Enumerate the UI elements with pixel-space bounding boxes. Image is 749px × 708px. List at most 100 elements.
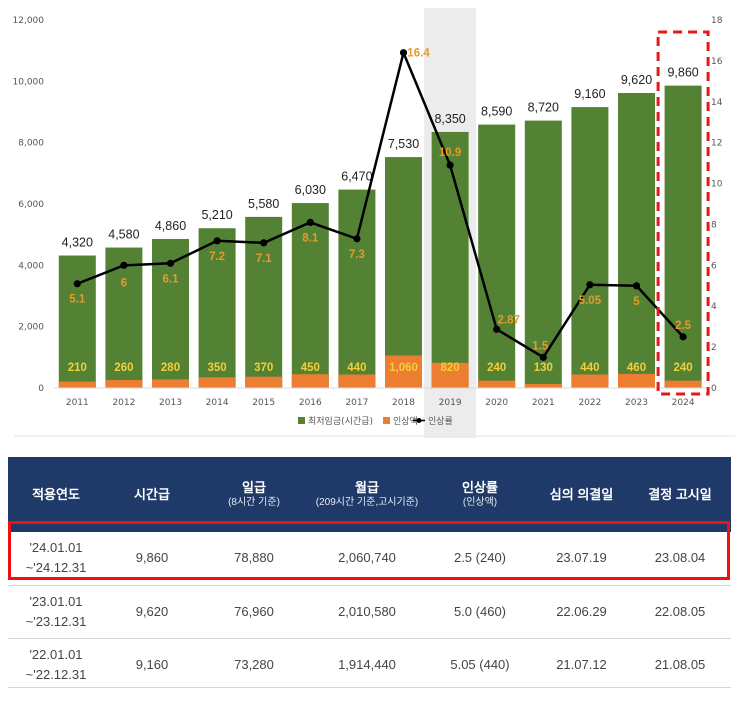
bar-wage: [338, 189, 376, 388]
x-tick-label: 2016: [299, 398, 322, 408]
rate-point: [446, 161, 454, 169]
rate-data-label: 6: [121, 277, 127, 289]
cell-announced: 22.08.05: [654, 603, 706, 619]
rate-point: [679, 333, 687, 341]
wage-data-label: 5,210: [201, 208, 232, 222]
rate-data-label: 7.3: [349, 249, 365, 261]
increase-data-label: 370: [254, 362, 273, 374]
bar-increase: [105, 380, 143, 388]
rate-point: [213, 237, 221, 245]
wage-data-label: 8,350: [434, 112, 465, 126]
wage-data-label: 4,320: [62, 236, 93, 250]
cell-monthly: 2,010,580: [338, 603, 396, 619]
x-tick-label: 2024: [672, 398, 695, 408]
table-row: '23.01.01 ~'23.12.31 9,620 76,960 2,010,5…: [8, 585, 731, 638]
y-right-tick-label: 2: [711, 343, 717, 353]
y-right-tick-label: 18: [711, 16, 723, 26]
y-left-tick-label: 10,000: [13, 77, 45, 87]
wage-data-label: 5,580: [248, 197, 279, 211]
bar-increase: [571, 374, 609, 388]
cell-period: '24.01.01 ~'24.12.31: [25, 540, 87, 576]
wage-data-label: 8,720: [528, 101, 559, 115]
cell-rate: 5.05 (440): [450, 656, 510, 672]
bar-increase: [245, 376, 283, 388]
cell-daily: 73,280: [234, 656, 274, 672]
x-tick-label: 2020: [485, 398, 508, 408]
bar-increase: [58, 381, 96, 388]
rate-line: [76, 48, 685, 360]
wage-data-label: 9,620: [621, 73, 652, 87]
bar-increase: [524, 384, 562, 388]
bar-wage: [198, 228, 236, 388]
cell-monthly: 2,060,740: [338, 550, 396, 566]
wage-data-label: 4,860: [155, 219, 186, 233]
rate-data-label: 7.2: [209, 251, 225, 263]
wage-data-label: 9,860: [667, 66, 698, 80]
y-left-tick-label: 0: [38, 384, 44, 394]
cell-period: '22.01.01 ~'22.12.31: [25, 646, 87, 682]
wage-data-label: 8,590: [481, 105, 512, 119]
bar-increase: [152, 379, 189, 388]
highlight-2024-box: [656, 30, 710, 396]
rate-point: [632, 282, 641, 290]
x-tick-label: 2022: [578, 398, 601, 408]
wage-data-label: 7,530: [388, 137, 419, 151]
y-left-tick-label: 4,000: [18, 261, 44, 271]
bar-increase: [198, 377, 236, 388]
bar-wage: [291, 203, 329, 388]
minimum-wage-chart: 0 2,000 4,000 6,000 8,000 10,000 12,000 0 2 4 6 8 10…: [13, 8, 735, 438]
bar-wage: [618, 92, 655, 388]
legend-label-wage: 최저임금(시간급): [308, 415, 373, 427]
x-tick-label: 2011: [66, 398, 89, 408]
header-rate: 인상률 (인상액): [462, 480, 498, 508]
legend-label-rate: 인상률: [428, 416, 453, 427]
bar-wage: [431, 131, 469, 388]
increase-data-label: 240: [487, 362, 506, 374]
rate-data-label: 7.1: [256, 253, 273, 265]
increase-data-label: 240: [674, 362, 693, 374]
header-hourly: 시간급: [134, 487, 170, 502]
cell-decided: 22.06.29: [556, 603, 607, 619]
header-monthly: 월급 (209시간 기준,고시기준): [315, 480, 419, 508]
x-tick-label: 2015: [252, 398, 275, 408]
cell-hourly: 9,160: [135, 656, 169, 672]
rate-data-label: 5.1: [69, 294, 86, 306]
rate-point: [260, 239, 268, 247]
legend-swatch-wage: [298, 417, 305, 424]
rate-point: [306, 218, 314, 226]
increase-data-label: 350: [208, 362, 227, 374]
wage-table: 적용연도 시간급 일급 (8시간 기준) 월급 (209시간 기준,고시기준) 인상…: [8, 457, 731, 691]
increase-data-label: 460: [627, 362, 646, 374]
x-tick-label: 2019: [439, 398, 462, 408]
y-right-tick-label: 16: [711, 57, 723, 67]
wage-table-container: 적용연도 시간급 일급 (8시간 기준) 월급 (209시간 기준,고시기준) 인상…: [8, 457, 731, 691]
rate-data-label: 5.05: [579, 295, 602, 307]
x-tick-label: 2018: [392, 398, 415, 408]
legend-swatch-increase: [383, 417, 390, 424]
rate-data-label: 1.5: [532, 340, 549, 352]
increase-data-label: 440: [347, 362, 366, 374]
cell-decided: 21.07.12: [556, 656, 607, 672]
bar-increase: [478, 380, 516, 388]
header-announced: 결정 고시일: [648, 487, 712, 502]
y-right-tick-label: 4: [711, 302, 717, 312]
rate-data-label: 6.1: [163, 273, 180, 285]
cell-monthly: 1,914,440: [338, 656, 396, 672]
bar-increase: [431, 362, 469, 388]
bar-increase: [291, 374, 329, 388]
increase-data-label: 260: [114, 362, 133, 374]
rate-point: [586, 281, 594, 289]
y-right-tick-label: 0: [711, 384, 717, 394]
wage-data-label: 4,580: [108, 228, 139, 242]
increase-data-label: 1,060: [389, 362, 418, 374]
rate-data-label: 5: [633, 296, 640, 308]
cell-hourly: 9,860: [135, 550, 169, 566]
rate-point: [120, 261, 128, 269]
cell-daily: 78,880: [234, 550, 274, 566]
rate-data-label: 10.9: [439, 147, 461, 159]
rate-point: [353, 235, 361, 243]
header-decided: 심의 의결일: [549, 487, 614, 502]
increase-data-label: 280: [161, 362, 180, 374]
cell-decided: 23.07.19: [556, 550, 607, 566]
y-right-tick-label: 6: [711, 261, 717, 271]
